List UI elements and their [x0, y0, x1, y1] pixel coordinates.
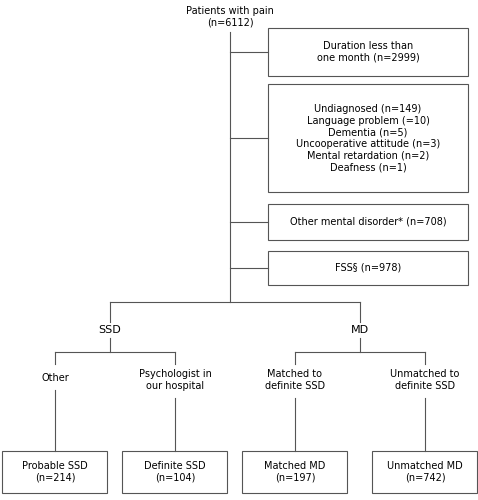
FancyBboxPatch shape [372, 451, 478, 493]
FancyBboxPatch shape [268, 84, 468, 192]
Text: SSD: SSD [98, 325, 121, 335]
Text: Patients with pain
(n=6112): Patients with pain (n=6112) [186, 6, 274, 28]
Text: Psychologist in
our hospital: Psychologist in our hospital [139, 369, 211, 391]
FancyBboxPatch shape [268, 204, 468, 240]
Text: Duration less than
one month (n=2999): Duration less than one month (n=2999) [316, 41, 419, 63]
FancyBboxPatch shape [268, 251, 468, 285]
FancyBboxPatch shape [2, 451, 108, 493]
Text: FSS§ (n=978): FSS§ (n=978) [335, 263, 401, 273]
Text: Definite SSD
(n=104): Definite SSD (n=104) [144, 461, 206, 483]
Text: Matched MD
(n=197): Matched MD (n=197) [264, 461, 326, 483]
Text: MD: MD [351, 325, 369, 335]
FancyBboxPatch shape [268, 28, 468, 76]
Text: Unmatched to
definite SSD: Unmatched to definite SSD [391, 369, 460, 391]
FancyBboxPatch shape [122, 451, 228, 493]
Text: Matched to
definite SSD: Matched to definite SSD [265, 369, 325, 391]
Text: Undiagnosed (n=149)
Language problem (=10)
Dementia (n=5)
Uncooperative attitude: Undiagnosed (n=149) Language problem (=1… [296, 104, 440, 172]
Text: Unmatched MD
(n=742): Unmatched MD (n=742) [387, 461, 463, 483]
Text: Probable SSD
(n=214): Probable SSD (n=214) [22, 461, 88, 483]
Text: Other: Other [41, 373, 69, 383]
Text: Other mental disorder* (n=708): Other mental disorder* (n=708) [290, 217, 446, 227]
FancyBboxPatch shape [242, 451, 348, 493]
